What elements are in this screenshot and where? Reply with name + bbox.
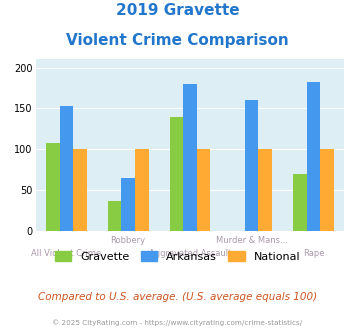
Bar	[183, 84, 197, 231]
Bar	[135, 149, 148, 231]
Text: Violent Crime Comparison: Violent Crime Comparison	[66, 33, 289, 48]
Bar	[258, 149, 272, 231]
Text: © 2025 CityRating.com - https://www.cityrating.com/crime-statistics/: © 2025 CityRating.com - https://www.city…	[53, 319, 302, 326]
Text: 2019 Gravette: 2019 Gravette	[116, 3, 239, 18]
Bar	[307, 82, 320, 231]
Bar	[170, 116, 183, 231]
Bar	[60, 106, 73, 231]
Text: All Violent Crime: All Violent Crime	[31, 249, 102, 258]
Bar	[320, 149, 334, 231]
Text: Murder & Mans...: Murder & Mans...	[216, 236, 288, 245]
Text: Aggravated Assault: Aggravated Assault	[149, 249, 231, 258]
Bar	[121, 178, 135, 231]
Legend: Gravette, Arkansas, National: Gravette, Arkansas, National	[50, 247, 305, 267]
Bar	[108, 201, 121, 231]
Text: Rape: Rape	[303, 249, 324, 258]
Bar	[293, 174, 307, 231]
Bar	[245, 100, 258, 231]
Bar	[73, 149, 87, 231]
Text: Compared to U.S. average. (U.S. average equals 100): Compared to U.S. average. (U.S. average …	[38, 292, 317, 302]
Bar	[197, 149, 210, 231]
Bar	[46, 143, 60, 231]
Text: Robbery: Robbery	[111, 236, 146, 245]
